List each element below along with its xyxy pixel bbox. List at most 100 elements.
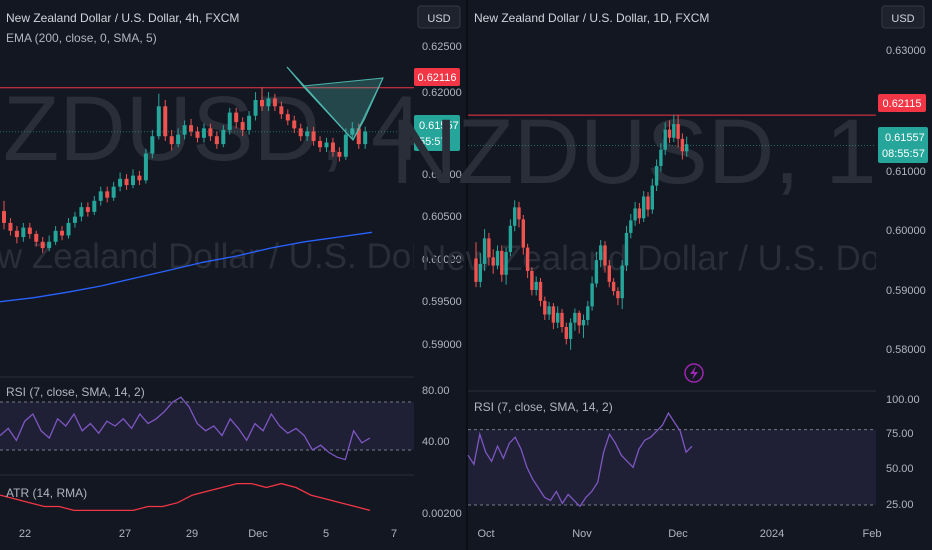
candle-body (577, 312, 581, 326)
left-rsi-tick: 80.00 (422, 385, 450, 397)
candle-body (227, 112, 232, 130)
candle-body (195, 131, 200, 138)
candle-body (324, 142, 329, 148)
left-time-axis[interactable]: 22 27 29 Dec 5 7 (19, 528, 397, 540)
right-rsi-line (467, 411, 693, 508)
candle-body (169, 136, 174, 145)
candle-body (560, 312, 564, 327)
candle-body (521, 219, 525, 248)
candle-body (495, 250, 500, 266)
atr-line (0, 482, 371, 512)
candle-body (637, 208, 642, 219)
left-time-tick: 22 (19, 528, 31, 540)
left-candles (2, 87, 368, 253)
candle-body (2, 211, 6, 223)
left-usd-button[interactable]: USD (417, 5, 461, 29)
candle-body (92, 200, 97, 212)
candle-body (260, 99, 264, 107)
harmonic-pattern-drawing[interactable] (286, 66, 384, 141)
candle-body (624, 232, 629, 266)
left-price-tick: 0.59500 (422, 296, 462, 308)
candle-body (581, 319, 586, 326)
candle-body (508, 225, 513, 252)
left-time-tick: 29 (186, 528, 198, 540)
candle-body (594, 260, 599, 284)
candle-body (124, 178, 129, 186)
right-time-tick: Oct (477, 528, 494, 540)
candle-body (272, 98, 277, 107)
candle-body (343, 134, 348, 157)
left-ema-line (0, 231, 373, 303)
left-countdown: 55:57 (419, 136, 447, 148)
right-rsi-tick: 100.00 (886, 394, 920, 406)
left-price-tick: 0.60500 (422, 211, 462, 223)
candle-body (504, 251, 508, 275)
right-time-axis[interactable]: Oct Nov Dec 2024 Feb (477, 528, 881, 540)
candle-body (98, 191, 103, 201)
candle-body (517, 207, 521, 220)
candle-body (143, 153, 148, 181)
candle-body (21, 227, 26, 238)
right-time-tick: Feb (863, 528, 882, 540)
left-name-watermark: New Zealand Dollar / U.S. Dollar (0, 237, 458, 276)
candle-body (176, 134, 181, 145)
candle-body (530, 270, 534, 291)
left-last-price-badge: 0.61557 55:57 (414, 115, 460, 151)
candle-body (525, 247, 530, 271)
candle-body (487, 238, 491, 258)
right-rsi-band (468, 429, 876, 505)
candle-body (513, 207, 517, 226)
left-price-tick: 0.62500 (422, 41, 462, 53)
candle-body (214, 136, 219, 145)
candle-body (53, 230, 58, 242)
ema-line (0, 231, 373, 303)
candle-body (79, 207, 84, 217)
candle-body (8, 222, 13, 231)
left-alert-price-badge[interactable]: 0.62116 (414, 68, 460, 86)
candle-body (573, 312, 577, 323)
left-rsi-band (0, 402, 414, 450)
right-rsi-label[interactable]: RSI (7, close, SMA, 14, 2) (474, 400, 613, 414)
left-price-tick: 0.61000 (422, 169, 462, 181)
candle-body (603, 245, 607, 266)
right-price-tick: 0.58000 (886, 344, 926, 356)
candle-body (500, 250, 504, 275)
right-usd-button[interactable]: USD (881, 5, 925, 29)
candle-body (105, 191, 110, 198)
right-alert-price-badge[interactable]: 0.62115 (878, 94, 926, 112)
right-price-tick: 0.61000 (886, 166, 926, 178)
candle-body (599, 245, 603, 261)
candle-body (607, 265, 611, 282)
right-rsi-tick: 50.00 (886, 463, 914, 475)
candle-body (616, 291, 620, 299)
panel-divider[interactable] (466, 0, 468, 550)
left-chart-panel[interactable]: NZDUSD, 4h New Zealand Dollar / U.S. Dol… (0, 0, 473, 540)
left-rsi-tick: 40.00 (422, 436, 450, 448)
left-atr-label[interactable]: ATR (14, RMA) (6, 486, 87, 500)
candle-body (330, 142, 335, 152)
right-chart-title[interactable]: New Zealand Dollar / U.S. Dollar, 1D, FX… (474, 11, 709, 25)
candle-body (672, 124, 676, 138)
candle-body (247, 115, 252, 130)
candle-body (680, 138, 685, 152)
left-alert-price-value: 0.62116 (418, 72, 457, 84)
candle-body (311, 131, 316, 141)
left-price-tick: 0.59000 (422, 339, 462, 351)
candle-body (240, 122, 245, 130)
right-chart-panel[interactable]: NZDUSD, 1D New Zealand Dollar / U.S. Dol… (391, 0, 932, 540)
candle-body (40, 241, 45, 249)
left-ema-label[interactable]: EMA (200, close, 0, SMA, 5) (6, 31, 157, 45)
lightning-icon[interactable] (684, 363, 704, 383)
right-price-tick: 0.60000 (886, 225, 926, 237)
candle-body (650, 185, 654, 210)
candle-body (182, 125, 187, 135)
left-rsi-label[interactable]: RSI (7, close, SMA, 14, 2) (6, 385, 145, 399)
right-price-scale[interactable]: USD 0.63000 0.61000 0.60000 0.59000 0.58… (876, 0, 932, 520)
right-alert-price-value: 0.62115 (883, 98, 922, 110)
candle-body (590, 283, 594, 307)
left-chart-title[interactable]: New Zealand Dollar / U.S. Dollar, 4h, FX… (6, 11, 239, 25)
left-price-scale[interactable]: USD 0.62500 0.62000 0.61000 0.60500 0.60… (414, 0, 466, 520)
candle-body (292, 120, 297, 129)
candle-body (47, 241, 52, 249)
